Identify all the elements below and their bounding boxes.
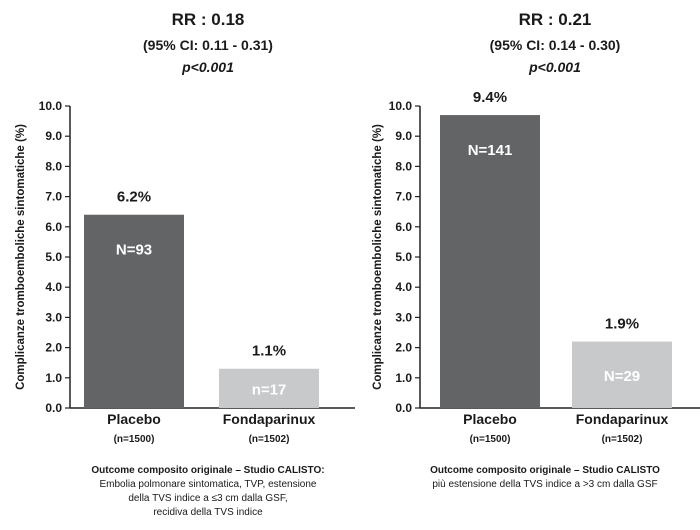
y-tick-label: 5.0 (45, 250, 62, 264)
y-axis-label: Complicanze tromboemboliche sintomatiche… (372, 124, 384, 390)
bar-n-label: N=29 (604, 368, 640, 385)
y-tick-label: 10.0 (39, 99, 63, 113)
y-tick-label: 4.0 (45, 280, 62, 294)
caption-line: Embolia polmonare sintomatica, TVP, este… (100, 479, 317, 490)
ci-label: (95% CI: 0.14 - 0.30) (490, 37, 621, 53)
caption-line: più estensione della TVS indice a >3 cm … (432, 479, 657, 490)
y-tick-label: 2.0 (395, 341, 412, 355)
p-value-label: p<0.001 (181, 59, 234, 75)
bar-placebo (440, 115, 540, 408)
category-label: Placebo (463, 411, 517, 427)
y-tick-label: 0.0 (395, 401, 412, 415)
y-tick-label: 9.0 (395, 129, 412, 143)
caption-line: Outcome composito originale – Studio CAL… (91, 465, 324, 476)
category-sublabel: (n=1500) (114, 434, 155, 445)
bar-n-label: n=17 (252, 381, 287, 398)
y-tick-label: 0.0 (45, 401, 62, 415)
y-tick-label: 9.0 (45, 129, 62, 143)
category-label: Fondaparinux (576, 411, 669, 427)
ci-label: (95% CI: 0.11 - 0.31) (143, 37, 273, 53)
y-tick-label: 6.0 (45, 220, 62, 234)
y-tick-label: 10.0 (389, 99, 413, 113)
y-tick-label: 5.0 (395, 250, 412, 264)
bar-n-label: N=93 (116, 242, 152, 259)
category-label: Fondaparinux (223, 411, 316, 427)
rr-label: RR : 0.18 (172, 10, 245, 29)
y-tick-label: 2.0 (45, 341, 62, 355)
y-tick-label: 1.0 (45, 371, 62, 385)
bar-value-label: 1.9% (605, 316, 639, 333)
bar-fondaparinux (572, 341, 672, 408)
category-label: Placebo (107, 411, 161, 427)
y-axis-label: Complicanze tromboemboliche sintomatiche… (15, 124, 27, 390)
bar-value-label: 6.2% (117, 189, 151, 206)
category-sublabel: (n=1500) (470, 434, 511, 445)
y-tick-label: 8.0 (395, 159, 412, 173)
y-tick-label: 4.0 (395, 280, 412, 294)
category-sublabel: (n=1502) (602, 434, 643, 445)
bar-placebo (84, 214, 184, 408)
bar-value-label: 9.4% (473, 89, 507, 106)
rr-label: RR : 0.21 (519, 10, 592, 29)
y-tick-label: 6.0 (395, 220, 412, 234)
y-tick-label: 8.0 (45, 159, 62, 173)
y-tick-label: 3.0 (45, 310, 62, 324)
y-tick-label: 7.0 (395, 190, 412, 204)
y-tick-label: 7.0 (45, 190, 62, 204)
caption-line: recidiva della TVS indice (153, 507, 263, 518)
category-sublabel: (n=1502) (249, 434, 290, 445)
bar-fondaparinux (219, 368, 319, 408)
y-tick-label: 1.0 (395, 371, 412, 385)
p-value-label: p<0.001 (528, 59, 581, 75)
bar-n-label: N=141 (468, 142, 513, 159)
caption-line: della TVS indice a ≤3 cm dalla GSF, (128, 493, 287, 504)
bar-value-label: 1.1% (252, 343, 286, 360)
caption-line: Outcome composito originale – Studio CAL… (430, 465, 660, 476)
y-tick-label: 3.0 (395, 310, 412, 324)
